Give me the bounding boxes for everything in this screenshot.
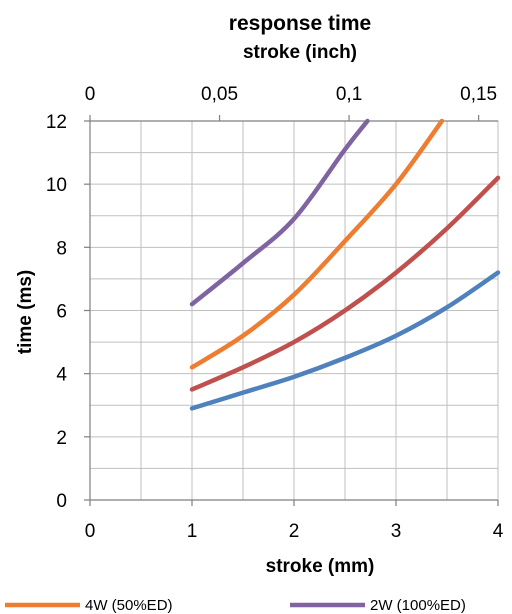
axes: [84, 115, 499, 506]
series-line-3: [189, 175, 501, 392]
series-lines: [189, 118, 501, 411]
secondary-x-axis-title: stroke (inch): [243, 42, 357, 63]
x-tick-label: 1: [187, 521, 198, 542]
y-axis-title: time (ms): [15, 270, 36, 354]
series-line-2: [189, 118, 370, 307]
secondary-x-tick-label: 0: [85, 84, 96, 105]
legend: 4W (50%ED) 2W (100%ED): [5, 597, 466, 614]
x-tick-label: 0: [85, 521, 96, 542]
secondary-x-tick-label: 0,1: [336, 84, 362, 105]
legend-label: 2W (100%ED): [370, 597, 466, 614]
y-tick-label: 8: [56, 238, 67, 259]
gridlines: [89, 120, 499, 501]
x-axis-title: stroke (mm): [266, 556, 375, 577]
x-tick-label: 4: [493, 521, 504, 542]
y-tick-label: 12: [46, 112, 67, 133]
y-tick-label: 6: [56, 302, 67, 323]
y-tick-label: 10: [46, 175, 67, 196]
y-tick-label: 0: [56, 491, 67, 512]
secondary-x-tick-label: 0,05: [201, 84, 238, 105]
y-tick-label: 4: [56, 365, 67, 386]
x-tick-label: 2: [289, 521, 300, 542]
series-line-1: [189, 118, 445, 370]
legend-label: 4W (50%ED): [85, 597, 173, 614]
chart-title: response time: [229, 12, 371, 35]
secondary-x-tick-label: 0,15: [460, 84, 497, 105]
series-line-4: [189, 270, 501, 411]
y-tick-label: 2: [56, 428, 67, 449]
x-tick-label: 3: [391, 521, 402, 542]
